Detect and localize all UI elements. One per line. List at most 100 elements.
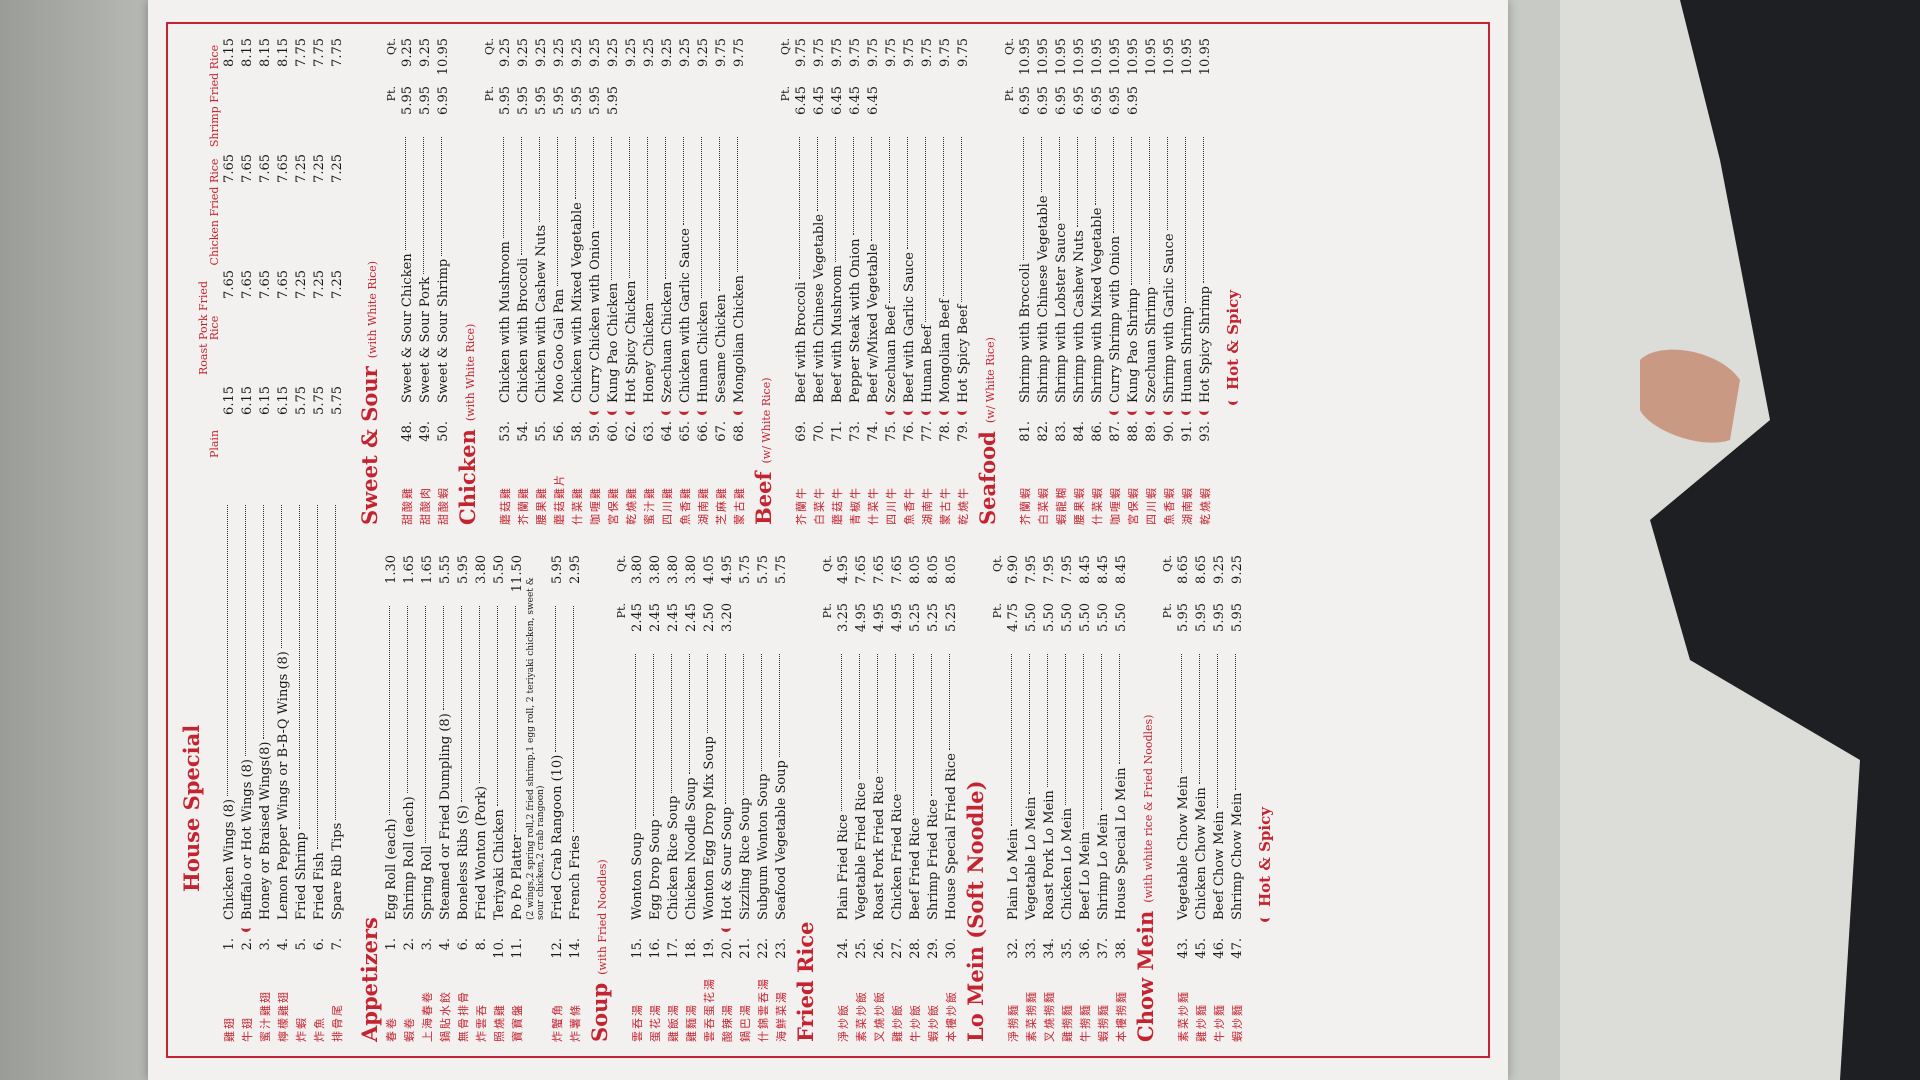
- leader-dots: [520, 137, 522, 255]
- item-name: Shrimp with Cashew Nuts: [1071, 230, 1087, 403]
- price: 8.45: [1113, 555, 1129, 584]
- hot-slot: [1198, 403, 1213, 415]
- item-number: 12.: [549, 938, 565, 959]
- section-title: Soup (with Fried Noodles): [584, 555, 612, 1042]
- price: 8.05: [907, 555, 923, 584]
- item-number: 23.: [773, 938, 789, 959]
- leader-dots: [404, 137, 406, 251]
- item-name: Chicken with Garlic Sauce: [677, 228, 693, 403]
- leader-dots: [858, 654, 860, 780]
- hot-slot: [732, 403, 747, 415]
- price: 9.25: [677, 38, 693, 67]
- item-name: Mongolian Chicken: [731, 275, 747, 403]
- menu-item: 雞麵湯 18. Chicken Noodle Soup 2.45 3.80: [682, 555, 700, 1042]
- chinese-name: 蒙古牛: [939, 486, 952, 525]
- price: 7.75: [329, 38, 345, 67]
- chinese-name: 腰果蝦: [1073, 486, 1086, 525]
- item-number: 68.: [731, 421, 747, 442]
- hot-slot: [1180, 403, 1195, 415]
- price: 9.25: [587, 38, 603, 67]
- item-number: 10.: [491, 938, 507, 959]
- leader-dots: [1094, 137, 1096, 205]
- item-number: 82.: [1035, 421, 1051, 442]
- chinese-name: 雲吞蛋花湯: [703, 977, 716, 1042]
- menu-item: 淨撈麵 32. Plain Lo Mein 4.75 6.90: [1004, 555, 1022, 1042]
- item-name: Vegetable Fried Rice: [853, 782, 869, 920]
- item-name: Szechuan Beef: [883, 305, 899, 403]
- item-number: 24.: [835, 938, 851, 959]
- item-name: Subgum Wonton Soup: [755, 773, 771, 920]
- leader-dots: [1234, 654, 1236, 790]
- price: 3.80: [665, 555, 681, 584]
- leader-dots: [1082, 654, 1084, 829]
- item-name: Sizzling Rice Soup: [737, 797, 753, 920]
- price: 9.75: [865, 38, 881, 67]
- menu-item: 素菜炒飯 25. Vegetable Fried Rice 4.95 7.65: [852, 555, 870, 1042]
- item-number: 63.: [641, 421, 657, 442]
- item-number: 45.: [1193, 938, 1209, 959]
- item-name: Chicken Rice Soup: [665, 795, 681, 920]
- item-number: 89.: [1143, 421, 1159, 442]
- price: 7.65: [221, 154, 237, 183]
- hot-icon: [920, 406, 931, 415]
- item-number: 91.: [1179, 421, 1195, 442]
- price: 5.95: [515, 86, 531, 115]
- leader-dots: [1216, 654, 1218, 809]
- price: 9.25: [569, 38, 585, 67]
- section-title: Chow Mein (with white rice & Fried Noodle…: [1130, 555, 1158, 1042]
- leader-dots: [554, 606, 556, 752]
- item-number: 15.: [629, 938, 645, 959]
- leader-dots: [388, 606, 390, 816]
- column-header: Pt.: [1161, 603, 1174, 619]
- menu-item: 本樓撈麵 38. House Special Lo Mein 5.50 8.45: [1112, 555, 1130, 1042]
- price: 4.95: [853, 603, 869, 632]
- price: 4.95: [835, 555, 851, 584]
- chinese-name: 牛翅: [241, 1016, 254, 1042]
- chinese-name: 叉燒炒飯: [873, 990, 886, 1042]
- item-number: 28.: [907, 938, 923, 959]
- price: 3.80: [683, 555, 699, 584]
- leader-dots: [572, 606, 574, 833]
- item-name: Moo Goo Gai Pan: [551, 289, 567, 403]
- chinese-name: 春卷: [385, 1016, 398, 1042]
- column-headers: Pt. Qt.: [988, 555, 1004, 1042]
- price: 6.90: [1005, 555, 1021, 584]
- price: 5.95: [587, 86, 603, 115]
- item-number: 21.: [737, 938, 753, 959]
- item-number: 20.: [719, 938, 735, 959]
- column-header: Roast Pork Fried Rice: [197, 281, 221, 375]
- chinese-name: 寶寶盤: [511, 1003, 524, 1042]
- leader-dots: [1118, 654, 1120, 765]
- section-subtitle: (with Fried Noodles): [596, 859, 609, 975]
- item-number: 59.: [587, 421, 603, 442]
- chinese-name: 檸檬雞翅: [277, 990, 290, 1042]
- item-number: 74.: [865, 421, 881, 442]
- menu-item: 牛炒麵 46. Beef Chow Mein 5.95 9.25: [1210, 555, 1228, 1042]
- chinese-name: 炸蝦: [295, 1016, 308, 1042]
- item-number: 29.: [925, 938, 941, 959]
- price: 9.25: [659, 38, 675, 67]
- menu-item: 芝麻雞 67. Sesame Chicken 9.75: [712, 38, 730, 525]
- menu-item: 宮保蝦 88. Kung Pao Shrimp 6.95 10.95: [1124, 38, 1142, 525]
- menu-item: 鍋貼水餃 4. Steamed or Fried Dumpling (8) 5.55: [436, 555, 454, 1042]
- menu-item: 雞炒麵 45. Chicken Chow Mein 5.95 8.65: [1192, 555, 1210, 1042]
- item-number: 11.: [509, 938, 525, 959]
- item-number: 30.: [943, 938, 959, 959]
- price: 4.95: [889, 603, 905, 632]
- price: 5.95: [399, 86, 415, 115]
- leader-dots: [334, 505, 336, 820]
- leader-dots: [948, 654, 950, 751]
- price: 4.05: [701, 555, 717, 584]
- chinese-name: 乾燒雞: [625, 486, 638, 525]
- columns: Appetizers 春卷 1. Egg Roll (each) 1.30 蝦卷 2. Shr…: [354, 38, 1274, 1042]
- hot-icon: [884, 406, 895, 415]
- item-name: Beef with Broccoli: [793, 281, 809, 403]
- chinese-name: 芥蘭牛: [795, 486, 808, 525]
- chinese-name: 蘑菇牛: [831, 486, 844, 525]
- column-header: Qt.: [1003, 38, 1016, 55]
- price: 5.95: [551, 86, 567, 115]
- menu-item: 春卷 1. Egg Roll (each) 1.30: [382, 555, 400, 1042]
- price: 3.25: [835, 603, 851, 632]
- menu-item: 炸雲吞 8. Fried Wonton (Pork) 3.80: [472, 555, 490, 1042]
- price: 5.95: [605, 86, 621, 115]
